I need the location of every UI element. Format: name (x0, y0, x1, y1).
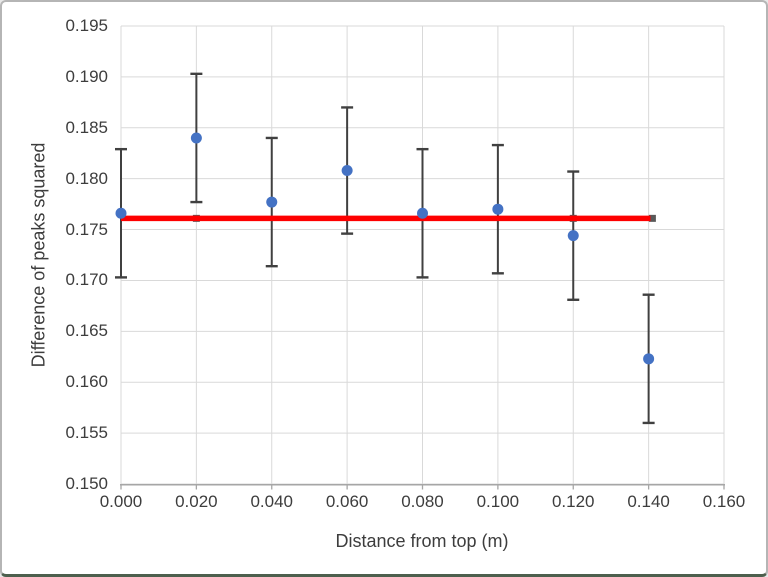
x-tick-label: 0.080 (401, 492, 444, 511)
y-tick-label: 0.180 (65, 168, 108, 188)
y-tick-label: 0.185 (65, 117, 108, 137)
x-axis-title: Distance from top (m) (335, 531, 509, 551)
data-point-marker (115, 207, 127, 219)
data-point-marker (567, 230, 579, 242)
data-point-marker (341, 165, 353, 177)
y-tick-label: 0.175 (65, 219, 108, 239)
x-tick-label: 0.140 (627, 492, 670, 511)
x-tick-label: 0.160 (702, 492, 746, 511)
x-tick-label: 0.100 (476, 492, 520, 511)
x-tick-label: 0.120 (551, 492, 595, 511)
data-point-marker (643, 353, 655, 365)
y-tick-label: 0.155 (65, 423, 108, 443)
x-tick-label: 0.020 (175, 492, 218, 511)
mean-line-marker (648, 214, 656, 222)
data-point-marker (492, 203, 504, 215)
y-tick-label: 0.190 (65, 66, 108, 86)
x-tick-label: 0.000 (99, 492, 143, 511)
y-tick-label: 0.170 (65, 270, 108, 290)
y-tick-label: 0.160 (65, 372, 108, 392)
data-point-marker (266, 196, 278, 208)
y-axis-title: Difference of peaks squared (28, 142, 49, 368)
x-tick-label: 0.060 (325, 492, 369, 511)
data-point-marker (190, 132, 202, 144)
y-tick-label: 0.150 (65, 474, 108, 493)
y-tick-label: 0.165 (65, 321, 108, 341)
data-point-marker (417, 207, 428, 219)
x-tick-label: 0.040 (250, 492, 294, 511)
y-tick-label: 0.195 (65, 16, 108, 35)
